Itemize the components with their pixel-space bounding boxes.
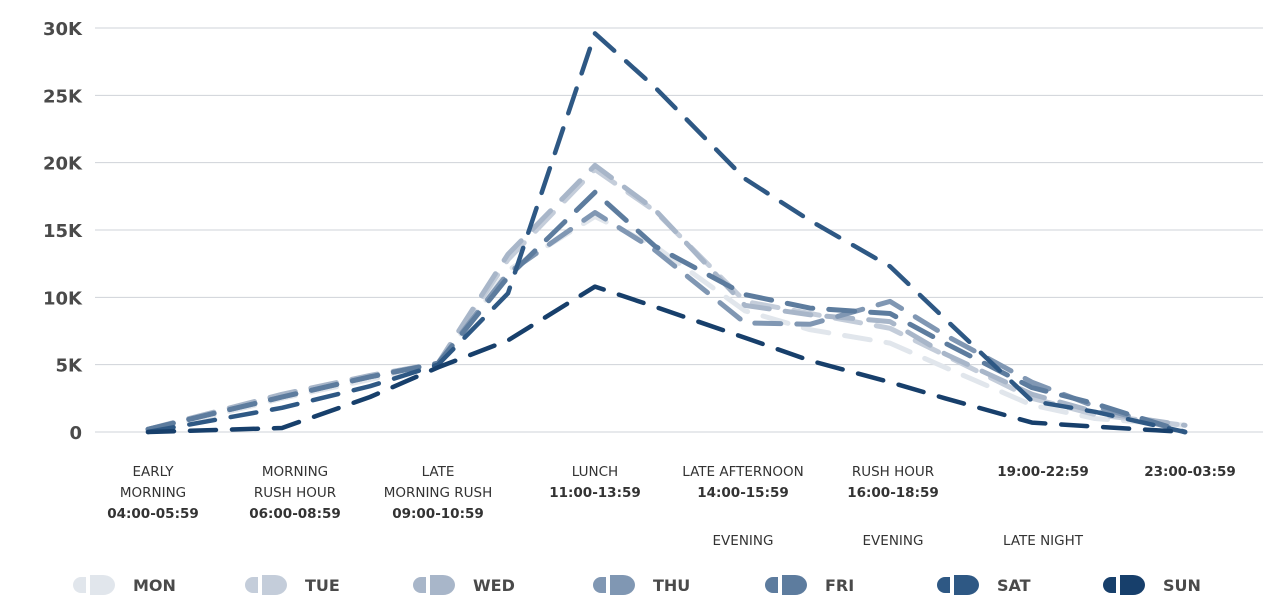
legend-swatch-wed (413, 575, 455, 595)
x-category-name: MORNING (120, 485, 186, 501)
legend: MON TUE WED THU FRI SAT SUN (73, 575, 1201, 595)
x-category-time: 16:00-18:59 (847, 485, 939, 501)
legend-swatch-tue (245, 575, 287, 595)
x-category-label: 23:00-03:59 (1144, 464, 1236, 480)
x-category-time: 23:00-03:59 (1144, 464, 1236, 480)
series-line-mon (145, 214, 1188, 435)
legend-item-wed: WED (413, 575, 515, 595)
x-category-name: EARLY (132, 464, 174, 480)
legend-item-sat: SAT (937, 575, 1031, 595)
legend-swatch-sat (937, 575, 979, 595)
y-tick-label: 30K (43, 19, 83, 40)
legend-label: SUN (1163, 576, 1201, 595)
x-category-label: LUNCH 11:00-13:59 (549, 464, 641, 501)
x-category-sublabel: LATE NIGHT (1003, 533, 1084, 549)
legend-label: MON (133, 576, 176, 595)
x-category-sublabel: EVENING (713, 533, 774, 549)
x-category-time: 14:00-15:59 (697, 485, 789, 501)
series-layer (145, 31, 1188, 435)
x-category-time: 04:00-05:59 (107, 506, 199, 522)
x-category-time: 11:00-13:59 (549, 485, 641, 501)
x-category-name: LUNCH (572, 464, 618, 480)
legend-item-tue: TUE (245, 575, 340, 595)
x-category-name: LATE (422, 464, 455, 480)
legend-item-thu: THU (593, 575, 690, 595)
legend-item-fri: FRI (765, 575, 854, 595)
legend-swatch-thu (593, 575, 635, 595)
series-line-thu (145, 210, 1188, 435)
x-category-name: MORNING (262, 464, 328, 480)
series-line-sun (145, 284, 1188, 435)
x-category-time: 19:00-22:59 (997, 464, 1089, 480)
grid-layer (95, 27, 1263, 433)
y-tick-label: 10K (43, 288, 83, 309)
x-category-label: LATE MORNING RUSH 09:00-10:59 (384, 464, 493, 522)
series-line-tue (145, 166, 1188, 432)
legend-label: SAT (997, 576, 1031, 595)
legend-swatch-sun (1103, 575, 1145, 595)
x-category-time: 09:00-10:59 (392, 506, 484, 522)
y-tick-label: 15K (43, 221, 83, 242)
y-tick-label: 25K (43, 86, 83, 107)
x-category-name: LATE AFTERNOON (682, 464, 803, 480)
legend-item-sun: SUN (1103, 575, 1201, 595)
series-line-sat (145, 31, 1188, 435)
x-category-name: RUSH HOUR (852, 464, 934, 480)
x-category-label: EARLY MORNING 04:00-05:59 (107, 464, 199, 522)
y-tick-label: 5K (56, 356, 84, 377)
x-axis: EARLY MORNING 04:00-05:59 MORNING RUSH HOUR 0… (107, 464, 1236, 549)
legend-item-mon: MON (73, 575, 176, 595)
x-category-time: 06:00-08:59 (249, 506, 341, 522)
x-category-name: MORNING RUSH (384, 485, 493, 501)
y-tick-label: 0 (69, 423, 82, 444)
legend-swatch-fri (765, 575, 807, 595)
x-category-label: LATE AFTERNOON 14:00-15:59 EVENING (682, 464, 803, 549)
legend-label: THU (653, 576, 690, 595)
x-category-sublabel: EVENING (863, 533, 924, 549)
x-category-label: 19:00-22:59 LATE NIGHT (997, 464, 1089, 549)
legend-swatch-mon (73, 575, 115, 595)
x-category-name: RUSH HOUR (254, 485, 336, 501)
x-category-label: RUSH HOUR 16:00-18:59 EVENING (847, 464, 939, 549)
legend-label: FRI (825, 576, 854, 595)
y-tick-label: 20K (43, 154, 83, 175)
legend-label: WED (473, 576, 515, 595)
x-category-label: MORNING RUSH HOUR 06:00-08:59 (249, 464, 341, 522)
series-line-wed (145, 162, 1188, 432)
legend-label: TUE (305, 576, 340, 595)
y-axis: 30K 25K 20K 15K 10K 5K 0 (43, 19, 83, 444)
